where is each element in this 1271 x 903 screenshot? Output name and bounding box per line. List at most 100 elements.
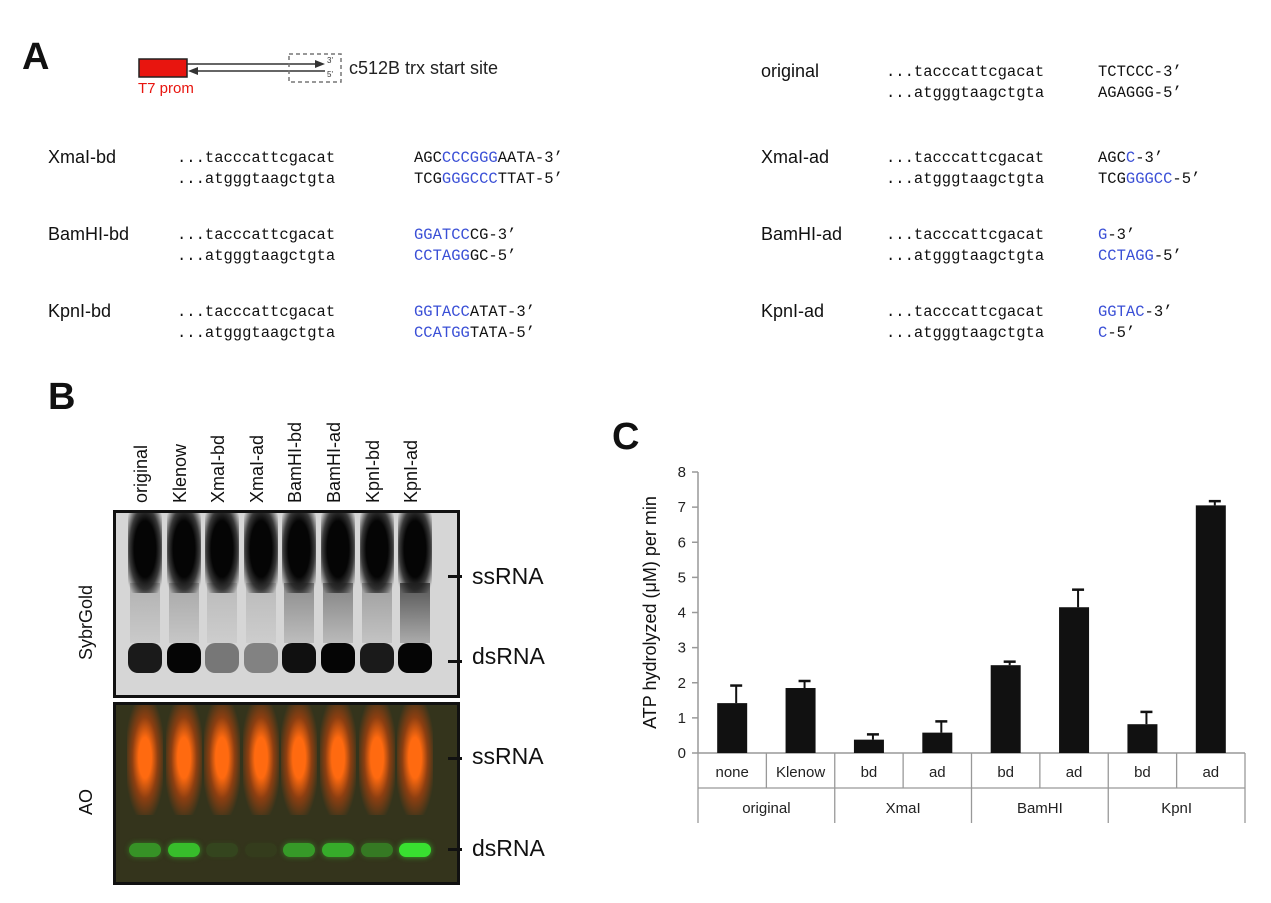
lane-label: KpnI-ad: [401, 439, 422, 503]
lane-label: BamHI-ad: [324, 421, 344, 503]
lane-label: XmaI-bd: [208, 434, 229, 503]
sequence-bottom-strand-left: ...atgggtaagctgta: [886, 84, 1045, 102]
restriction-site: GGGCC: [1125, 170, 1173, 188]
dsrna-band: [321, 643, 355, 673]
y-tick-label: 1: [678, 710, 686, 727]
dsrna-band: [359, 643, 394, 673]
sequence-top-strand-end: TCTCCC-3’: [1098, 62, 1182, 82]
lane-label: Klenow: [169, 443, 190, 503]
ao-ssrna-band: [204, 705, 241, 815]
y-tick-label: 2: [678, 675, 686, 692]
restriction-site: C: [1098, 324, 1108, 342]
restriction-site: CCTAGG: [414, 247, 470, 265]
rna-smear: [130, 583, 160, 643]
construct-name: original: [761, 61, 820, 81]
y-tick-label: 7: [678, 499, 686, 516]
dsrna-band: [166, 643, 201, 673]
restriction-site: CCATGG: [414, 324, 470, 342]
sequence-bottom-strand-end: CCTAGGGC-5’: [414, 246, 516, 266]
restriction-site: GGTACC: [414, 303, 470, 321]
y-axis-label: ATP hydrolyzed (μM) per min: [640, 496, 660, 729]
sequence-top-strand-end: GGTAC-3’: [1098, 302, 1172, 322]
x-tick-label: none: [716, 764, 749, 781]
y-tick-label: 8: [678, 464, 686, 481]
panel-b-letter: B: [48, 376, 76, 418]
sequence-prefix: AGC: [1098, 149, 1126, 167]
construct-name: BamHI-ad: [761, 224, 843, 244]
sequence-bottom-strand-end: CCATGGTATA-5’: [414, 323, 535, 343]
restriction-site: GGATCC: [414, 226, 470, 244]
sequence-suffix: -5’: [1172, 170, 1201, 188]
ssrna-tick-bottom: [448, 757, 462, 760]
y-tick-label: 4: [678, 605, 686, 622]
ao-ssrna-band: [397, 705, 434, 815]
rna-smear: [323, 583, 353, 643]
sequence-top-strand-end: AGCCCCGGGAATA-3’: [414, 148, 563, 168]
sequence-top-strand-left: ...tacccattcgacat: [177, 149, 336, 167]
panel-c-letter: C: [612, 416, 640, 458]
start-site-box: [288, 53, 342, 83]
sequence-bottom-strand-end: TCGGGGCCCTTAT-5’: [414, 169, 563, 189]
y-tick-label: 3: [678, 640, 686, 657]
sequence-prefix: TCG: [1098, 170, 1126, 188]
dsrna-tick-top: [448, 660, 462, 663]
sequence-suffix: GC-5’: [469, 247, 517, 265]
dsrna-band: [398, 643, 433, 673]
sequence-suffix: -5’: [1107, 324, 1136, 342]
dsrna-band: [128, 643, 162, 673]
five-prime-mark: 5': [327, 70, 333, 79]
x-tick-label: Klenow: [776, 764, 825, 781]
ao-ssrna-band: [358, 705, 395, 815]
restriction-site: GGTAC: [1098, 303, 1145, 321]
ssrna-band: [205, 513, 240, 593]
sequence-top-strand-left: ...tacccattcgacat: [886, 303, 1045, 321]
rna-smear: [361, 583, 392, 643]
x-tick-label: bd: [861, 764, 878, 781]
restriction-site: CCTAGG: [1098, 247, 1154, 265]
sequence-bottom-strand-end: AGAGGG-5’: [1098, 83, 1182, 103]
lane-label: KpnI-bd: [362, 439, 383, 503]
ao-ssrna-band: [320, 705, 356, 815]
x-tick-label: ad: [1066, 764, 1083, 781]
sequence-bottom-strand-end: TCGGGGCC-5’: [1098, 169, 1200, 189]
bar: [1059, 607, 1090, 753]
sequence-bottom-strand-left: ...atgggtaagctgta: [886, 247, 1045, 265]
construct-name: XmaI-ad: [761, 147, 830, 167]
ssrna-band: [166, 513, 201, 593]
sequence-suffix: ATAT-3’: [469, 303, 535, 321]
sequence-top-strand-end: GGTACCATAT-3’: [414, 302, 535, 322]
sequence-top-strand-left: ...tacccattcgacat: [177, 226, 336, 244]
ssrna-tick-top: [448, 575, 462, 578]
x-tick-label: bd: [1134, 764, 1151, 781]
ao-dsrna-band: [244, 843, 277, 857]
y-tick-label: 6: [678, 534, 686, 551]
rna-smear: [400, 583, 431, 643]
sequence-top-strand-end: GGATCCCG-3’: [414, 225, 516, 245]
ssrna-label-bottom: ssRNA: [472, 743, 544, 769]
sequence-suffix: TCTCCC-3’: [1098, 63, 1182, 81]
x-tick-label: bd: [997, 764, 1014, 781]
stain-label-sybrgold: SybrGold: [76, 584, 96, 660]
sequence-suffix: AATA-3’: [497, 149, 563, 167]
bar: [717, 703, 748, 753]
ao-dsrna-band: [399, 843, 432, 857]
lane-label: original: [131, 444, 151, 503]
ao-dsrna-band: [167, 843, 200, 857]
t7-promoter-box: [138, 58, 188, 78]
x-group-label: BamHI: [1017, 800, 1063, 817]
sequence-bottom-strand-left: ...atgggtaagctgta: [177, 170, 336, 188]
construct-name: KpnI-bd: [48, 301, 112, 321]
dsrna-tick-bottom: [448, 848, 462, 851]
ssrna-band: [359, 513, 394, 593]
ao-dsrna-band: [206, 843, 239, 857]
sequence-bottom-strand-left: ...atgggtaagctgta: [886, 170, 1045, 188]
lane-label: XmaI-ad: [246, 434, 267, 503]
ssrna-band: [243, 513, 278, 593]
ao-ssrna-band: [281, 705, 318, 815]
construct-name: XmaI-bd: [48, 147, 117, 167]
bar: [853, 739, 884, 753]
sequence-bottom-strand-end: CCTAGG-5’: [1098, 246, 1182, 266]
x-tick-label: ad: [1202, 764, 1219, 781]
dsrna-band: [282, 643, 317, 673]
sequence-bottom-strand-left: ...atgggtaagctgta: [177, 247, 336, 265]
